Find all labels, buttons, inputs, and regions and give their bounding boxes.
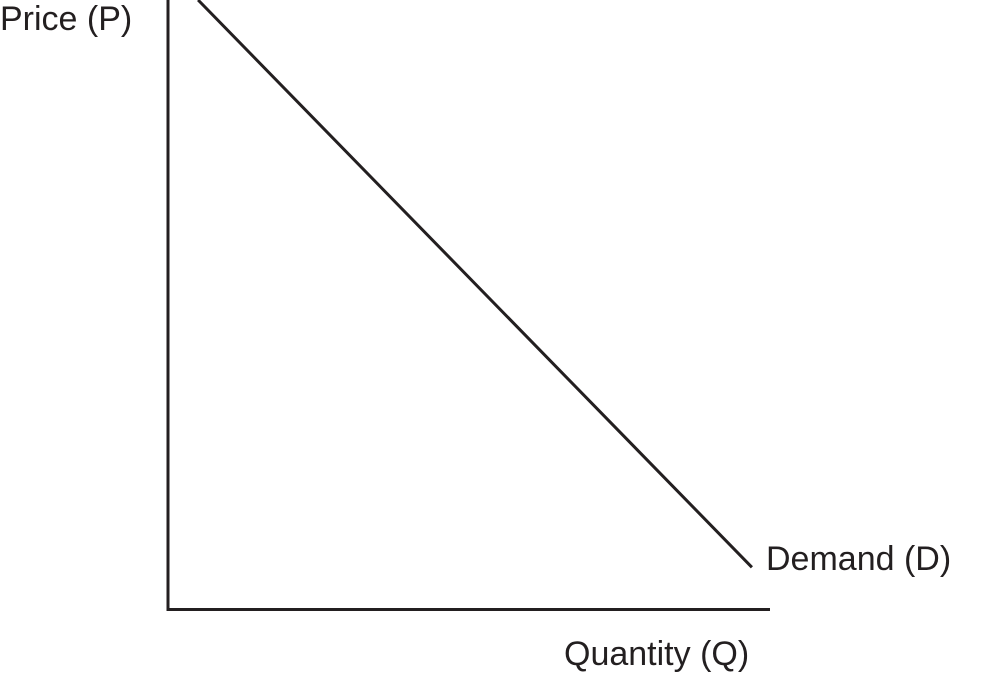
demand-curve-label: Demand (D): [766, 540, 951, 578]
demand-line: [197, 0, 753, 569]
y-axis-label: Price (P): [0, 0, 132, 38]
x-axis-label: Quantity (Q): [564, 635, 749, 673]
